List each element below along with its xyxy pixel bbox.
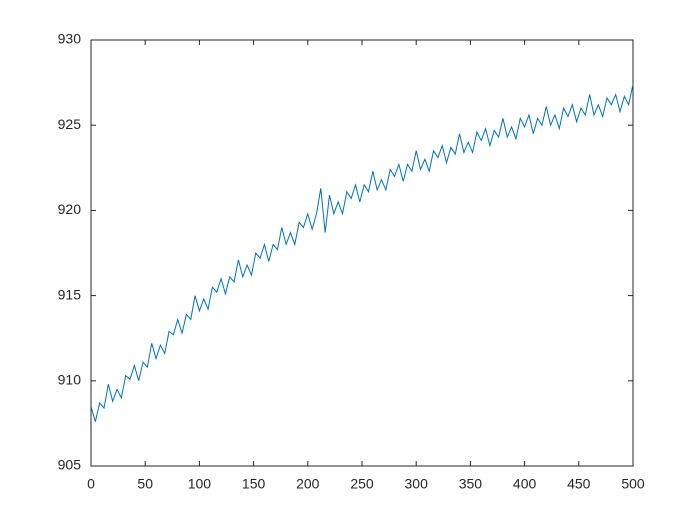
axes-box (90, 39, 634, 467)
x-tick-label: 500 (621, 476, 645, 492)
x-tick-label: 350 (459, 476, 483, 492)
y-tick-label: 920 (58, 201, 82, 217)
x-tick-label: 200 (296, 476, 320, 492)
x-tick-label: 450 (567, 476, 591, 492)
y-tick-label: 905 (58, 457, 82, 473)
y-tick-label: 930 (58, 31, 82, 47)
x-tick-label: 0 (87, 476, 95, 492)
x-tick-label: 300 (405, 476, 429, 492)
y-tick-label: 910 (58, 372, 82, 388)
x-tick-label: 100 (188, 476, 212, 492)
y-tick-label: 915 (58, 286, 82, 302)
x-tick-label: 400 (513, 476, 537, 492)
y-tick-label: 925 (58, 116, 82, 132)
data-line (90, 84, 634, 422)
x-tick-label: 150 (242, 476, 266, 492)
x-tick-label: 50 (137, 476, 153, 492)
x-tick-label: 250 (350, 476, 374, 492)
